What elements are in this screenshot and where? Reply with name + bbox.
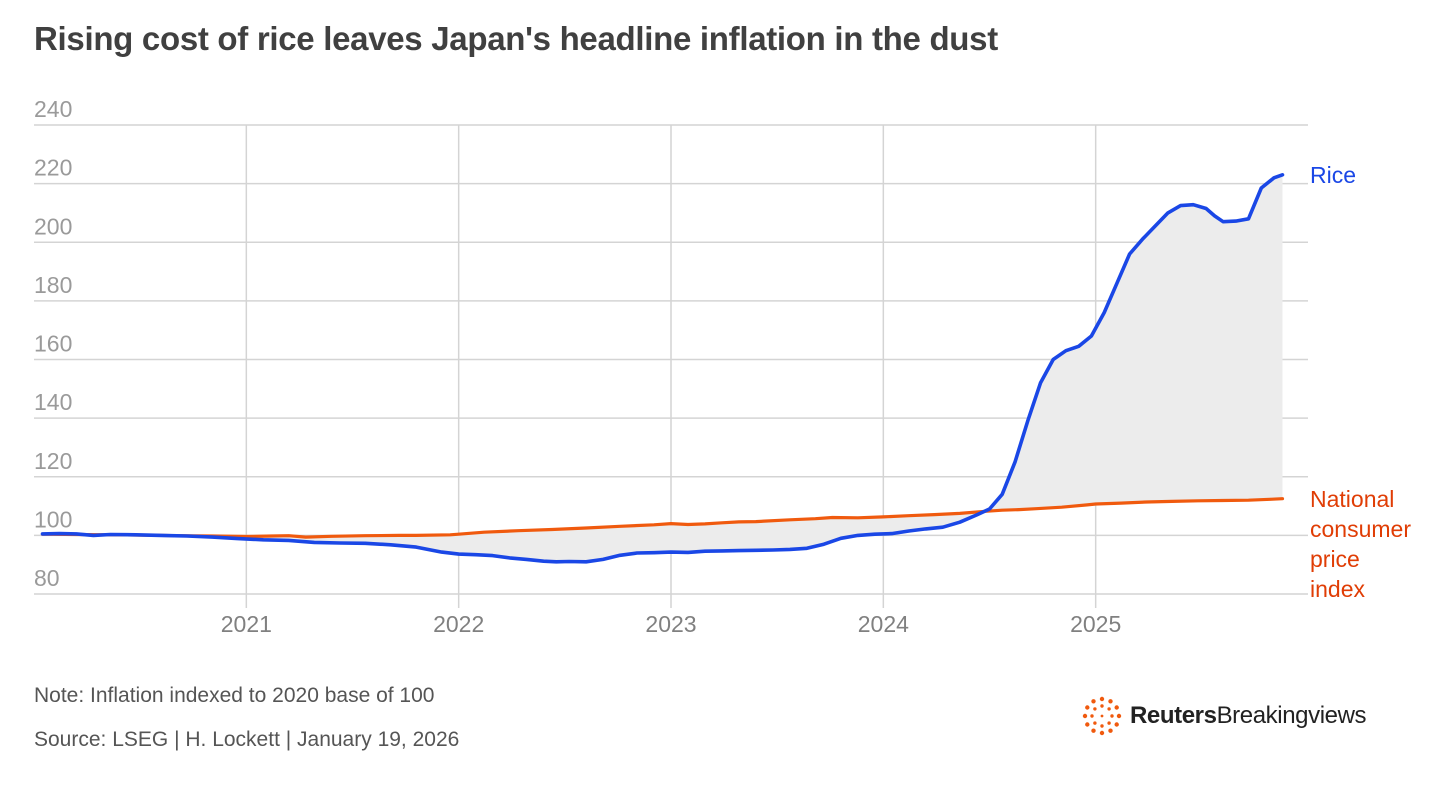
- y-axis-ticks: 240 220 200 180 160 140 120 100 80: [34, 96, 72, 591]
- y-tick-label: 140: [34, 389, 72, 415]
- y-tick-label: 240: [34, 96, 72, 122]
- y-tick-label: 200: [34, 213, 72, 239]
- reuters-breakingviews-logo: ReutersBreakingviews: [1082, 696, 1367, 736]
- reuters-dots-logo-icon: [1082, 696, 1122, 736]
- y-tick-label: 120: [34, 448, 72, 474]
- x-tick-label: 2022: [433, 611, 484, 637]
- series-labels: Rice National consumer price index: [1310, 162, 1411, 602]
- cpi-series-label-line: price: [1310, 546, 1360, 572]
- brand-name: ReutersBreakingviews: [1130, 702, 1367, 729]
- rice-series-label: Rice: [1310, 162, 1356, 188]
- x-tick-label: 2023: [645, 611, 696, 637]
- cpi-series-label-line: National: [1310, 486, 1394, 512]
- x-tick-label: 2024: [858, 611, 909, 637]
- y-tick-label: 80: [34, 565, 60, 591]
- x-axis-ticks: 2021 2022 2023 2024 2025: [221, 611, 1122, 637]
- cpi-series-label-line: consumer: [1310, 516, 1411, 542]
- x-tick-label: 2021: [221, 611, 272, 637]
- chart-title: Rising cost of rice leaves Japan's headl…: [34, 20, 998, 57]
- cpi-series-label-line: index: [1310, 576, 1365, 602]
- series-lines: [40, 173, 1285, 564]
- y-tick-label: 220: [34, 155, 72, 181]
- cpi-series-line: [40, 497, 1285, 539]
- chart-note: Note: Inflation indexed to 2020 base of …: [34, 684, 435, 707]
- y-tick-label: 180: [34, 272, 72, 298]
- chart-source: Source: LSEG | H. Lockett | January 19, …: [34, 728, 460, 751]
- x-tick-label: 2025: [1070, 611, 1121, 637]
- y-tick-label: 160: [34, 331, 72, 357]
- y-tick-label: 100: [34, 506, 72, 532]
- rice-series-line: [40, 173, 1285, 564]
